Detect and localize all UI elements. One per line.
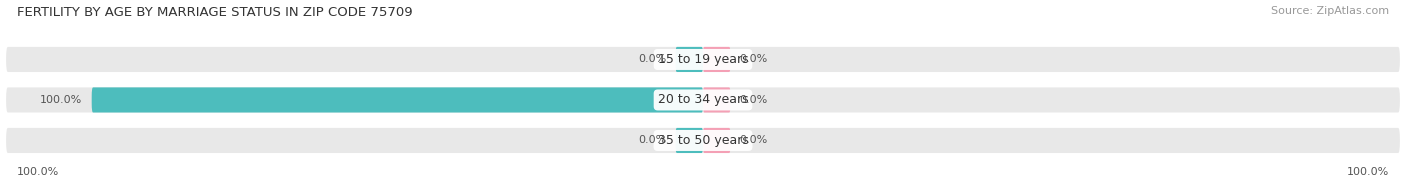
Text: 100.0%: 100.0%: [41, 95, 83, 105]
FancyBboxPatch shape: [6, 87, 1400, 113]
Text: 100.0%: 100.0%: [17, 167, 59, 177]
FancyBboxPatch shape: [703, 87, 731, 113]
FancyBboxPatch shape: [703, 128, 731, 153]
Text: 100.0%: 100.0%: [1347, 167, 1389, 177]
FancyBboxPatch shape: [6, 128, 1400, 153]
FancyBboxPatch shape: [6, 47, 1400, 72]
Text: 0.0%: 0.0%: [740, 95, 768, 105]
Text: 0.0%: 0.0%: [638, 135, 666, 145]
Text: 0.0%: 0.0%: [740, 54, 768, 64]
Text: Source: ZipAtlas.com: Source: ZipAtlas.com: [1271, 6, 1389, 16]
Text: 0.0%: 0.0%: [740, 135, 768, 145]
FancyBboxPatch shape: [675, 47, 703, 72]
Text: 35 to 50 years: 35 to 50 years: [658, 134, 748, 147]
FancyBboxPatch shape: [91, 87, 703, 113]
FancyBboxPatch shape: [675, 128, 703, 153]
Text: FERTILITY BY AGE BY MARRIAGE STATUS IN ZIP CODE 75709: FERTILITY BY AGE BY MARRIAGE STATUS IN Z…: [17, 6, 412, 19]
Text: 20 to 34 years: 20 to 34 years: [658, 93, 748, 106]
FancyBboxPatch shape: [703, 47, 731, 72]
Text: 0.0%: 0.0%: [638, 54, 666, 64]
Text: 15 to 19 years: 15 to 19 years: [658, 53, 748, 66]
